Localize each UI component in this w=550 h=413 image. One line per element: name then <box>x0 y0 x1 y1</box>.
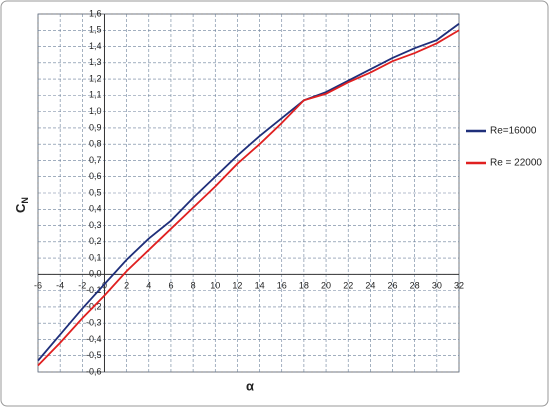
y-tick-label: 1,0 <box>89 106 102 116</box>
x-axis-label: α <box>246 378 254 393</box>
x-tick-label: 32 <box>454 281 464 291</box>
y-tick-label: -0,5 <box>86 350 102 360</box>
y-tick-label: 0,8 <box>89 139 102 149</box>
x-tick-label: 14 <box>255 281 265 291</box>
y-tick-label: 0,5 <box>89 187 102 197</box>
y-tick-label: 0,9 <box>89 122 102 132</box>
y-tick-label: 0,7 <box>89 155 102 165</box>
legend-label: Re = 22000 <box>490 158 542 169</box>
x-tick-label: 10 <box>210 281 220 291</box>
y-axis-label-subscript: N <box>20 197 30 204</box>
x-tick-label: 18 <box>299 281 309 291</box>
x-tick-label: -4 <box>56 281 64 291</box>
y-tick-label: 1,6 <box>89 8 102 18</box>
y-tick-label: 0,4 <box>89 204 102 214</box>
y-tick-label: 0,3 <box>89 220 102 230</box>
y-tick-label: -0,1 <box>86 285 102 295</box>
x-tick-label: -2 <box>78 281 86 291</box>
x-tick-label: -6 <box>34 281 42 291</box>
y-tick-label: 1,5 <box>89 25 102 35</box>
x-tick-label: 24 <box>365 281 375 291</box>
x-tick-label: 30 <box>432 281 442 291</box>
y-tick-label: 1,4 <box>89 41 102 51</box>
y-axis-label: CN <box>13 197 30 213</box>
legend-label: Re=16000 <box>490 126 537 137</box>
y-tick-label: 0,6 <box>89 171 102 181</box>
y-axis-label-main: C <box>13 203 28 213</box>
y-axis-label-group: CN <box>13 197 30 213</box>
x-tick-label: 22 <box>343 281 353 291</box>
x-tick-label: 26 <box>388 281 398 291</box>
x-tick-label: 12 <box>232 281 242 291</box>
y-tick-label: 1,1 <box>89 90 102 100</box>
y-tick-label: -0,3 <box>86 318 102 328</box>
x-tick-label: 16 <box>277 281 287 291</box>
series-line <box>37 23 460 362</box>
y-tick-label: -0,6 <box>86 366 102 376</box>
y-tick-label: 0,1 <box>89 252 102 262</box>
y-tick-label: -0,4 <box>86 334 102 344</box>
y-tick-label: 1,2 <box>89 73 102 83</box>
x-tick-label: 2 <box>124 281 129 291</box>
y-tick-label: 0,0 <box>89 269 102 279</box>
x-tick-label: 6 <box>168 281 173 291</box>
x-tick-label: 20 <box>321 281 331 291</box>
x-tick-label: 28 <box>410 281 420 291</box>
x-tick-label: 4 <box>146 281 151 291</box>
y-tick-label: 1,3 <box>89 57 102 67</box>
x-tick-label: 8 <box>191 281 196 291</box>
y-tick-label: 0,2 <box>89 236 102 246</box>
series-line <box>37 29 460 367</box>
